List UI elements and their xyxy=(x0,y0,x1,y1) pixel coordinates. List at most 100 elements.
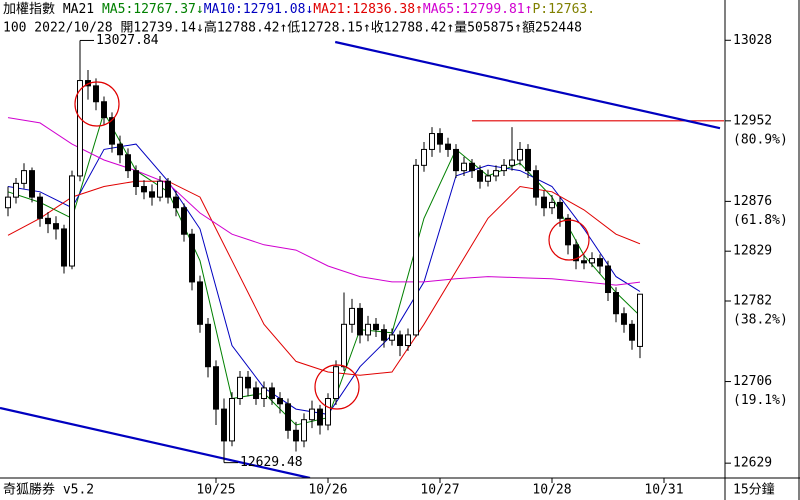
candle-body xyxy=(533,170,539,198)
candle-body xyxy=(205,323,211,368)
candle-body xyxy=(309,408,315,421)
y-tick-label: 12829 xyxy=(733,244,772,259)
candle-body xyxy=(45,217,51,225)
candle-body xyxy=(325,398,331,426)
candle-body xyxy=(389,334,395,341)
x-tick-label: 10/31 xyxy=(644,483,683,498)
candle-body xyxy=(277,398,283,405)
candle-body xyxy=(461,162,467,172)
candle-body xyxy=(621,313,627,325)
candle-body xyxy=(589,258,595,264)
candle-body xyxy=(365,323,371,336)
candle-body xyxy=(597,258,603,267)
candle-body xyxy=(437,133,443,145)
candle-body xyxy=(29,170,35,198)
x-tick-label: 10/27 xyxy=(420,483,459,498)
candle-body xyxy=(517,148,523,161)
y-tick-label: 12952 xyxy=(733,113,772,128)
candle-body xyxy=(269,387,275,400)
chart-title: 加權指數 MA21 xyxy=(3,2,94,17)
candle-body xyxy=(221,408,227,442)
ma-line xyxy=(7,180,641,376)
highlight-circle xyxy=(74,81,120,127)
candle-body xyxy=(101,101,107,119)
candle-body xyxy=(381,329,387,341)
candle-body xyxy=(549,201,555,209)
candle-body xyxy=(37,196,43,219)
candle-body xyxy=(13,182,19,198)
header-item: MA5:12767.37↓ xyxy=(102,2,204,17)
candle-body xyxy=(357,307,363,336)
trend-line xyxy=(0,406,311,478)
candle-body xyxy=(149,191,155,198)
candle-body xyxy=(605,265,611,294)
candle-body xyxy=(413,164,419,336)
trend-line xyxy=(334,40,721,130)
header-line: 加權指數 MA21 MA5:12767.37↓MA10:12791.08↓MA2… xyxy=(3,2,595,17)
candle-body xyxy=(117,143,123,156)
candle-body xyxy=(333,366,339,400)
highlight-circles xyxy=(74,81,590,410)
candle-body xyxy=(77,80,83,177)
annotation: 13027.84 xyxy=(96,33,159,48)
candle-body xyxy=(637,293,643,347)
y-tick-label: 13028 xyxy=(733,33,772,48)
candle-body xyxy=(541,196,547,209)
candle-body xyxy=(301,419,307,442)
candle-body xyxy=(157,180,163,198)
candle-body xyxy=(565,217,571,246)
candle-body xyxy=(133,170,139,188)
candle-body xyxy=(165,180,171,198)
highlight-circle xyxy=(314,364,360,410)
header-item: P:12763. xyxy=(532,2,595,17)
header: 加權指數 MA21 MA5:12767.37↓MA10:12791.08↓MA2… xyxy=(3,2,595,36)
candle-body xyxy=(509,159,515,166)
highlight-circle xyxy=(548,219,590,261)
info-line: 100 2022/10/28 開12739.14↓高12788.42↑低1272… xyxy=(3,20,582,36)
footer-right: 15分鐘 xyxy=(733,482,775,498)
candle-body xyxy=(629,323,635,341)
candle-body xyxy=(261,387,267,400)
plot-area: 13027.84 12629.48 xyxy=(0,33,724,478)
candle-body xyxy=(469,162,475,172)
candle-body xyxy=(197,281,203,325)
candle-body xyxy=(477,170,483,182)
y-tick-label: 12629 xyxy=(733,456,772,471)
candle-body xyxy=(245,376,251,389)
header-item: MA65:12799.81↑ xyxy=(423,2,533,17)
y-tick-note: (61.8%) xyxy=(733,213,788,228)
x-tick-label: 10/28 xyxy=(532,483,571,498)
candle-body xyxy=(109,117,115,145)
candle-body xyxy=(181,207,187,235)
candle-body xyxy=(429,133,435,150)
y-tick-note: (80.9%) xyxy=(733,132,788,147)
candle-body xyxy=(93,85,99,103)
candle-body xyxy=(173,196,179,209)
candle-body xyxy=(445,143,451,150)
annotation: 12629.48 xyxy=(240,455,303,470)
candle-body xyxy=(237,376,243,400)
candle-body xyxy=(229,398,235,442)
candle-body xyxy=(141,186,147,193)
y-tick-label: 12706 xyxy=(733,374,772,389)
candle-body xyxy=(485,175,491,182)
candle-body xyxy=(293,429,299,442)
candle-body xyxy=(341,323,347,368)
ma-line xyxy=(7,117,641,286)
candle-body xyxy=(373,323,379,331)
candle-body xyxy=(21,170,27,184)
header-item: MA21:12836.38↑ xyxy=(313,2,423,17)
candle-body xyxy=(421,148,427,166)
candle-body xyxy=(285,403,291,431)
y-tick-note: (19.1%) xyxy=(733,393,788,408)
candle-body xyxy=(581,260,587,264)
candle-body xyxy=(405,334,411,347)
candle-body xyxy=(125,154,131,172)
candle-body xyxy=(5,196,11,209)
y-tick-label: 12782 xyxy=(733,294,772,309)
x-tick-label: 10/25 xyxy=(196,483,235,498)
candle-body xyxy=(189,233,195,283)
header-item: MA10:12791.08↓ xyxy=(204,2,314,17)
candle-body xyxy=(317,408,323,426)
